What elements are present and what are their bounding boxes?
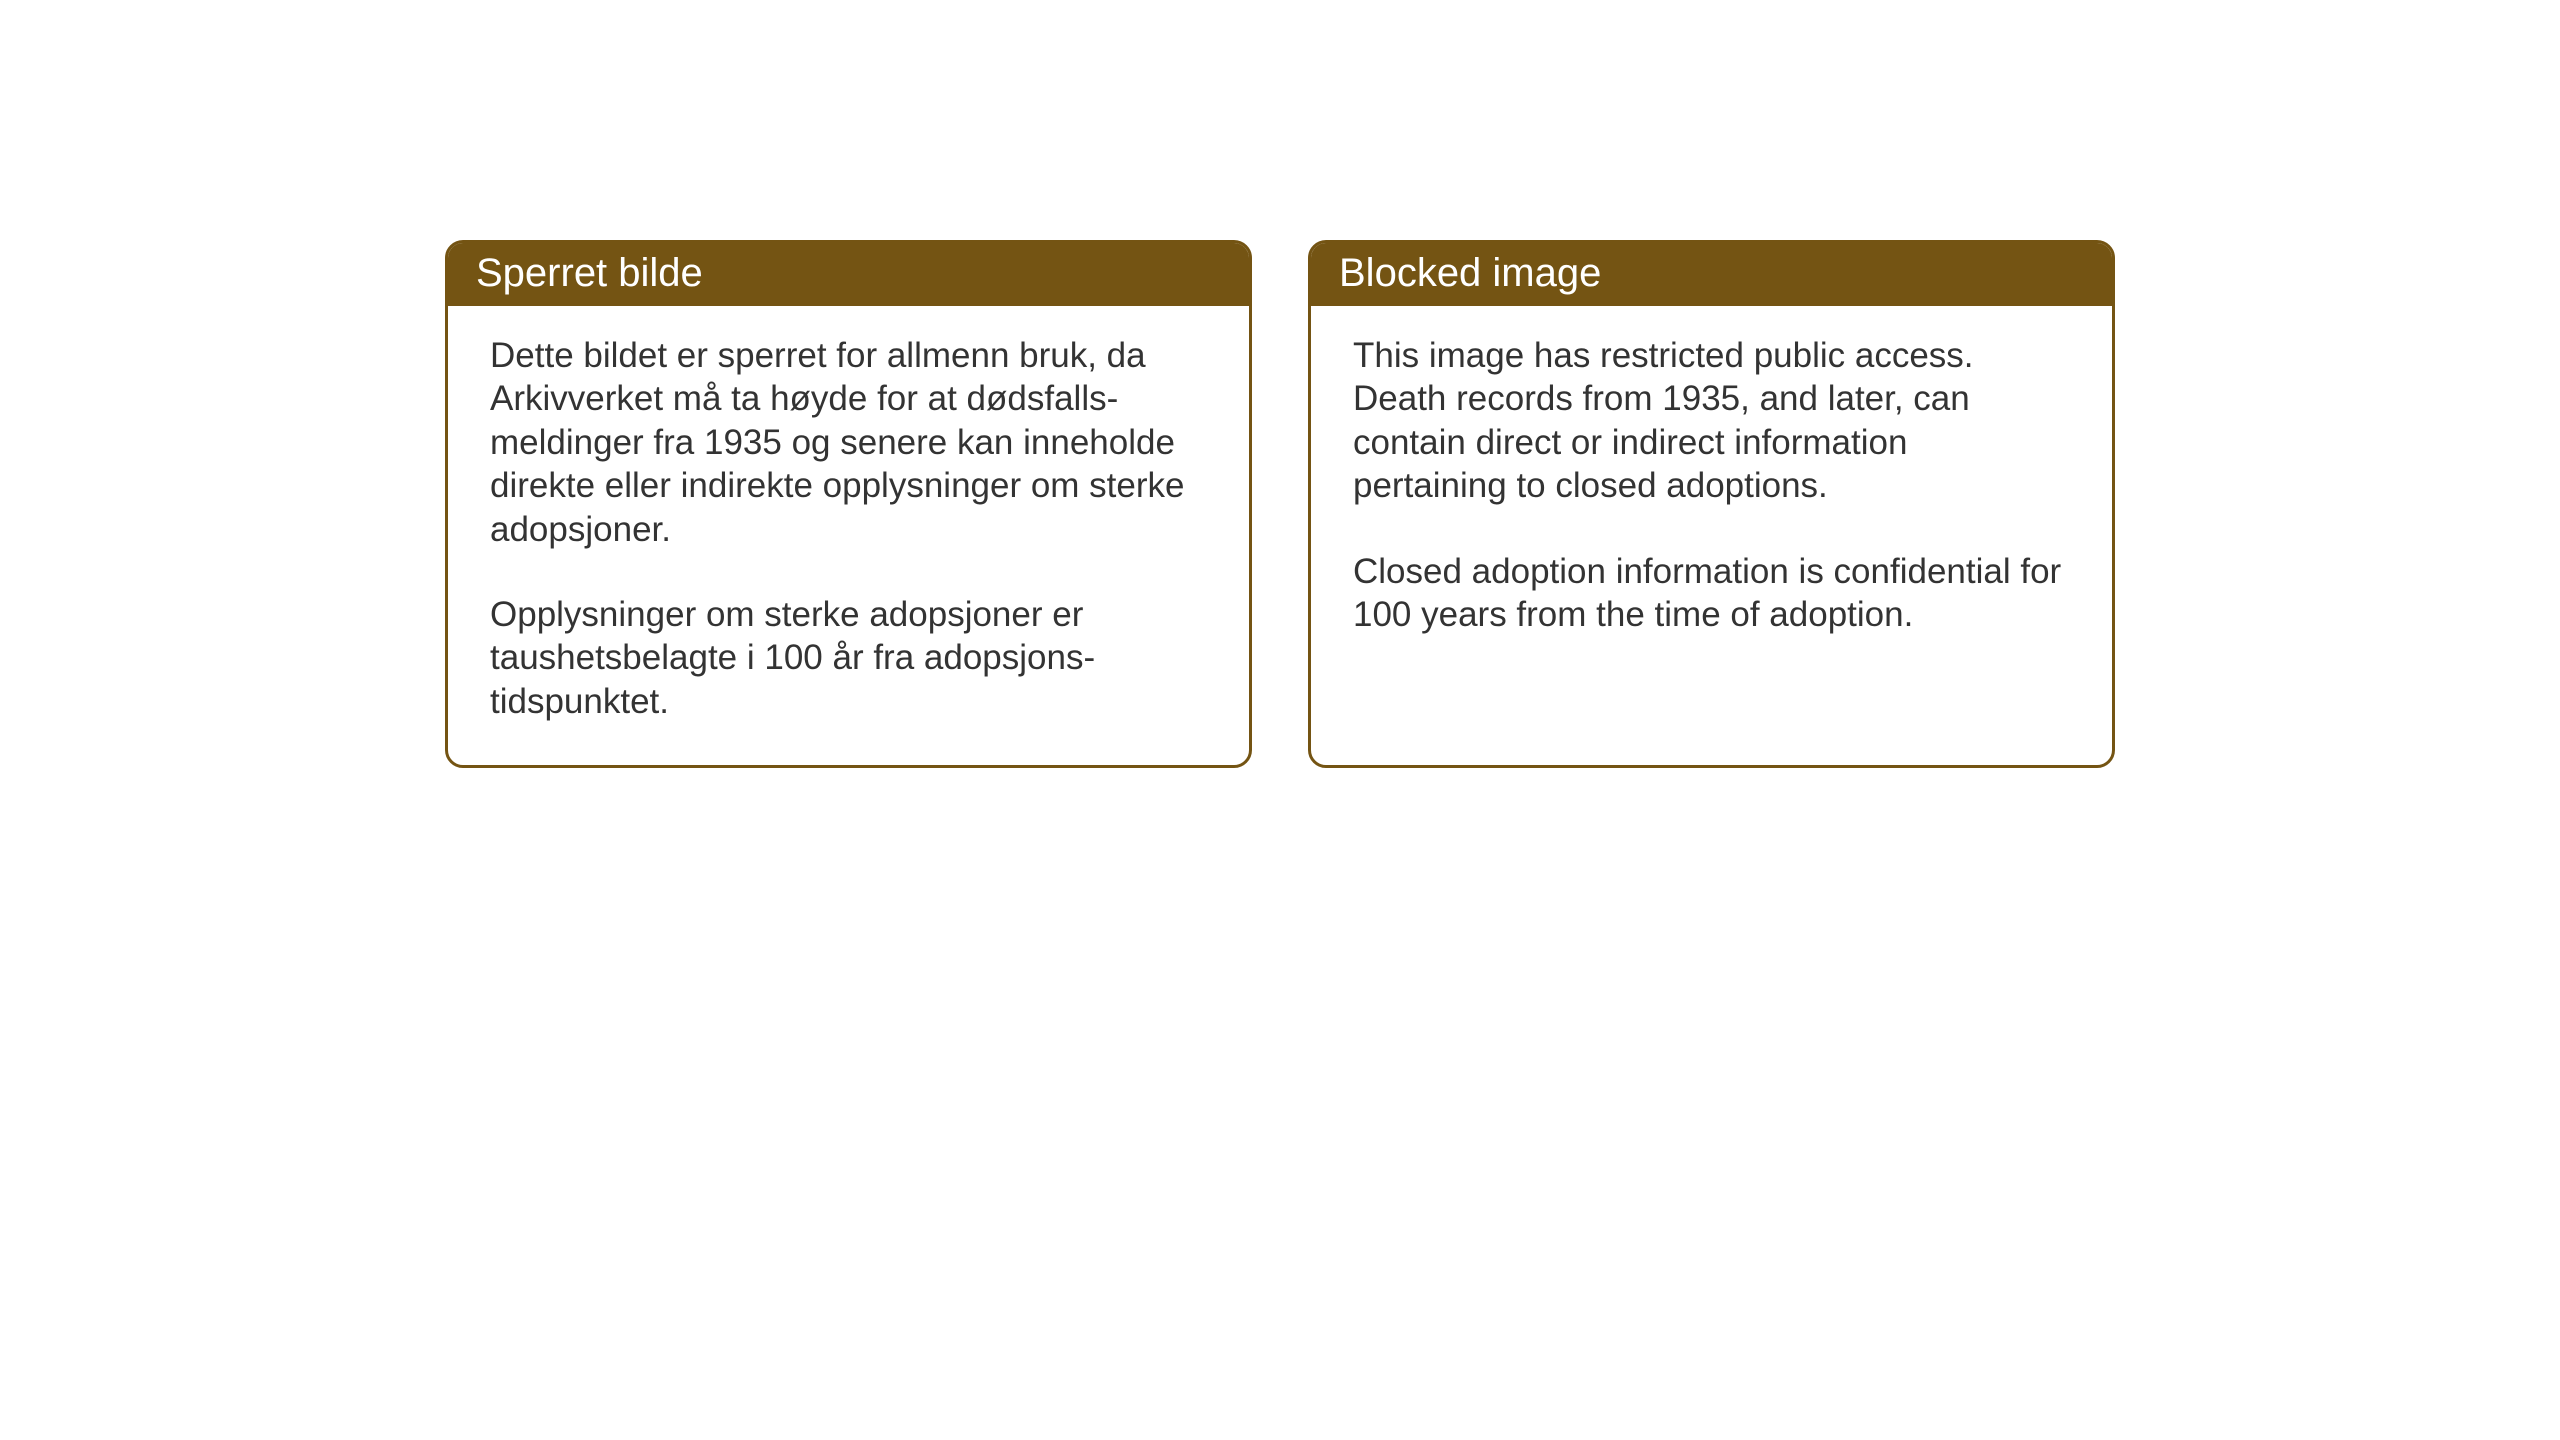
card-paragraph-1-english: This image has restricted public access.… (1353, 334, 2070, 508)
card-english: Blocked image This image has restricted … (1308, 240, 2115, 768)
card-paragraph-2-norwegian: Opplysninger om sterke adopsjoner er tau… (490, 593, 1207, 723)
card-paragraph-2-english: Closed adoption information is confident… (1353, 550, 2070, 637)
card-norwegian: Sperret bilde Dette bildet er sperret fo… (445, 240, 1252, 768)
card-header-norwegian: Sperret bilde (448, 243, 1249, 306)
card-paragraph-1-norwegian: Dette bildet er sperret for allmenn bruk… (490, 334, 1207, 551)
card-body-norwegian: Dette bildet er sperret for allmenn bruk… (448, 306, 1249, 765)
card-header-english: Blocked image (1311, 243, 2112, 306)
cards-container: Sperret bilde Dette bildet er sperret fo… (445, 240, 2115, 768)
card-title-english: Blocked image (1339, 251, 1601, 295)
card-title-norwegian: Sperret bilde (476, 251, 703, 295)
card-body-english: This image has restricted public access.… (1311, 306, 2112, 678)
